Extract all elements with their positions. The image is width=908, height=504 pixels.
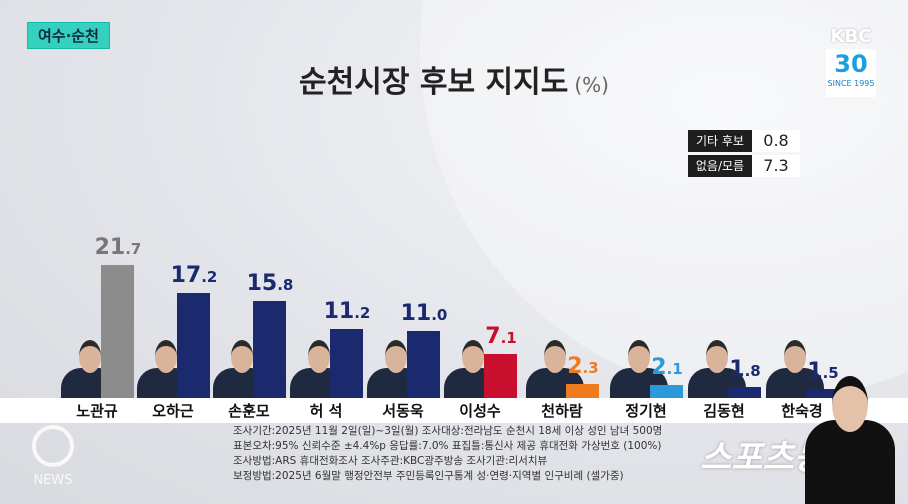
candidate-name: 허 석 (309, 402, 343, 420)
value-label: 2.1 (651, 355, 683, 381)
candidate-name: 노관규 (76, 402, 118, 420)
logo-brand: KBC (830, 26, 872, 47)
bar-2 (177, 292, 210, 398)
candidate-name: 김동현 (703, 402, 745, 420)
bar-9 (728, 386, 761, 398)
candidate-name: 오하근 (152, 402, 194, 420)
candidate-name: 손훈모 (228, 402, 270, 420)
anniversary-number: 30 (834, 50, 868, 78)
value-label: 17.2 (170, 262, 218, 288)
bar-8 (650, 385, 683, 398)
value-label: 21.7 (94, 235, 142, 260)
undecided-row: 없음/모름 7.3 (688, 155, 800, 177)
candidate-name: 서동욱 (382, 402, 424, 420)
other-value: 0.8 (752, 130, 800, 152)
candidate-name: 천하람 (541, 402, 583, 420)
bar-6 (484, 354, 517, 398)
bar-5 (407, 330, 440, 398)
anniversary-badge: 30 SINCE 1995 (826, 49, 876, 97)
other-label: 기타 후보 (688, 130, 752, 152)
chart-title: 순천시장 후보 지지도 (%) (0, 57, 908, 101)
title-text: 순천시장 후보 지지도 (299, 65, 569, 100)
undecided-label: 없음/모름 (688, 155, 752, 177)
survey-period: 조사기간:2025년 11월 2일(일)~3일(월) 조사대상:전라남도 순천시… (233, 425, 663, 437)
candidate-name: 이성수 (459, 402, 501, 420)
kbc-logo: KBC 30 SINCE 1995 (826, 26, 876, 97)
undecided-value: 7.3 (752, 155, 800, 177)
value-label: 7.1 (485, 324, 517, 350)
candidate-photo (762, 340, 826, 398)
bar-4 (330, 329, 363, 398)
candidate-name: 한숙경 (781, 402, 823, 420)
value-label: 11.2 (323, 299, 371, 325)
value-label: 2.3 (567, 353, 599, 379)
unit-label: (%) (574, 73, 609, 97)
news-logo: NEWS (28, 425, 78, 488)
bar-7 (566, 383, 599, 398)
survey-info: 조사기간:2025년 11월 2일(일)~3일(월) 조사대상:전라남도 순천시… (233, 424, 662, 484)
news-ring-icon (32, 425, 74, 467)
news-text: NEWS (33, 473, 73, 488)
names-strip (0, 398, 908, 423)
survey-error: 표본오차:95% 신뢰수준 ±4.4%p 응답률:7.0% 표집틀:통신사 제공… (233, 440, 662, 452)
other-candidates-row: 기타 후보 0.8 (688, 130, 800, 152)
bar-1 (101, 265, 134, 398)
since-text: SINCE 1995 (827, 79, 875, 88)
sign-language-interpreter (805, 376, 895, 504)
bar-3 (253, 301, 286, 398)
bar-10 (806, 388, 839, 398)
region-tag: 여수·순천 (27, 22, 110, 49)
value-label: 11.0 (400, 300, 448, 326)
value-label: 1.8 (729, 356, 761, 382)
survey-method: 조사방법:ARS 휴대전화조사 조사주관:KBC광주방송 조사기관:리서치뷰 (233, 455, 548, 467)
candidate-photo (522, 340, 586, 398)
value-label: 15.8 (246, 271, 294, 297)
value-label: 1.5 (807, 358, 839, 384)
candidate-name: 정기현 (625, 402, 667, 420)
survey-weighting: 보정방법:2025년 6월말 행정안전부 주민등록인구통계 성·연령·지역별 인… (233, 470, 624, 482)
